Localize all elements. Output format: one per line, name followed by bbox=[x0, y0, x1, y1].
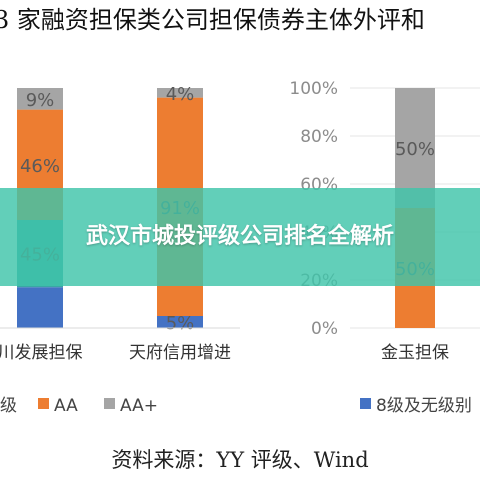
data-label-left-0-2: 46% bbox=[20, 156, 60, 177]
legend-swatch-right-0 bbox=[360, 398, 371, 409]
y-tick-right-5: 100% bbox=[289, 79, 338, 99]
data-label-left-1-3: 4% bbox=[166, 84, 195, 105]
banner-text: 武汉市城投评级公司排名全解析 bbox=[85, 224, 394, 249]
category-label-right-0: 金玉担保 bbox=[381, 343, 449, 363]
data-label-left-1-0: 5% bbox=[166, 313, 195, 334]
legend-swatch-left-1 bbox=[38, 398, 49, 409]
y-tick-right-0: 0% bbox=[311, 319, 338, 339]
bar-left-1-3 bbox=[157, 88, 203, 98]
bar-left-0-3 bbox=[17, 88, 63, 110]
category-label-left-1: 天府信用增进 bbox=[129, 343, 231, 363]
bar-left-0-0 bbox=[17, 287, 63, 328]
overlay-banner: 武汉市城投评级公司排名全解析 bbox=[0, 188, 480, 286]
category-label-left-0: 川发展担保 bbox=[0, 343, 83, 363]
data-label-right-0-1: 50% bbox=[395, 139, 435, 160]
legend-label-left-1: AA bbox=[54, 396, 78, 416]
legend-swatch-left-2 bbox=[104, 398, 115, 409]
data-source-note: 资料来源：YY 评级、Wind bbox=[111, 448, 369, 472]
legend-label-right-0: 8级及无级别 bbox=[376, 396, 472, 416]
y-tick-right-4: 80% bbox=[300, 127, 338, 147]
legend-label-left-0: 级 bbox=[0, 396, 17, 416]
legend-layer: 级 AA AA+ 8级及无级别 bbox=[0, 396, 472, 416]
bar-left-1-0 bbox=[157, 316, 203, 328]
chart-title: 3 家融资担保类公司担保债券主体外评和 bbox=[0, 6, 425, 34]
legend-label-left-2: AA+ bbox=[120, 396, 158, 416]
data-label-left-0-3: 9% bbox=[26, 90, 55, 111]
